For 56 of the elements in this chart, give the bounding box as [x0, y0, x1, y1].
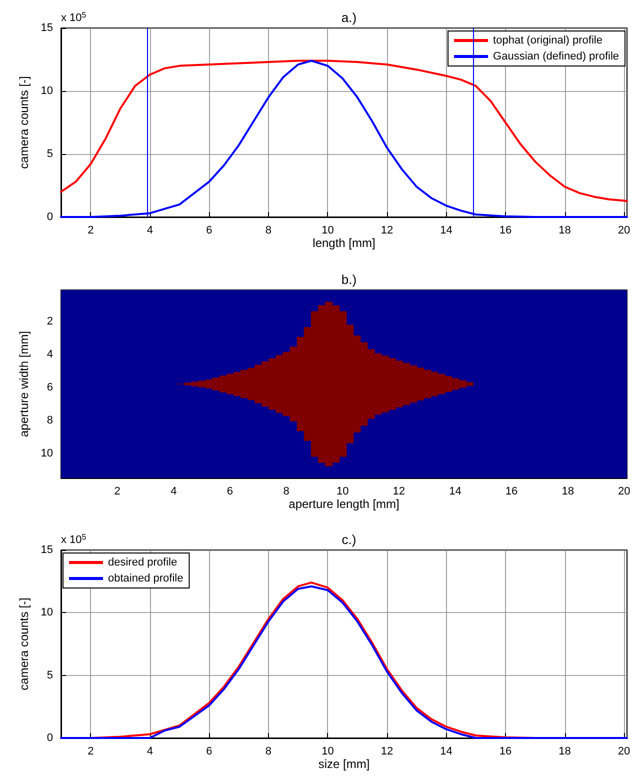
x-tick-label: 12 — [392, 486, 406, 498]
y-tick-label: 0 — [46, 211, 53, 223]
x-tick-label: 20 — [618, 746, 630, 758]
x-tick-label: 18 — [558, 746, 571, 758]
y-tick-label: 5 — [46, 148, 53, 160]
x-tick-label: 6 — [206, 224, 212, 236]
x-tick-label: 2 — [114, 486, 120, 498]
x-tick-label: 4 — [146, 746, 153, 758]
x-tick-label: 12 — [380, 746, 394, 758]
x-tick-label: 10 — [336, 486, 349, 498]
x-tick-label: 14 — [449, 486, 462, 498]
x-tick-label: 18 — [558, 224, 571, 236]
y-axis-title: aperture width [mm] — [16, 330, 31, 438]
x-tick-label: 8 — [265, 224, 272, 236]
legend-label: tophat (original) profile — [493, 34, 602, 46]
chart-title: b.) — [341, 272, 357, 287]
y-tick-label: 10 — [40, 447, 53, 460]
x-tick-label: 2 — [88, 224, 94, 236]
x-tick-label: 20 — [618, 224, 630, 236]
x-tick-label: 14 — [440, 746, 452, 758]
y-tick-label: 2 — [46, 315, 53, 328]
x-axis-title: size [mm] — [318, 757, 370, 771]
x-tick-label: 14 — [440, 224, 452, 236]
y-tick-label: 8 — [46, 414, 53, 426]
y-tick-label: 10 — [40, 606, 53, 619]
x-tick-label: 8 — [283, 486, 290, 498]
y-axis-title: camera counts [-] — [16, 76, 31, 169]
x-axis-title: length [mm] — [312, 236, 376, 250]
y-tick-label: 0 — [46, 732, 53, 744]
x-tick-label: 6 — [226, 486, 234, 498]
x-tick-label: 4 — [170, 486, 177, 498]
y-tick-label: 15 — [40, 22, 53, 34]
x-tick-label: 10 — [322, 224, 334, 236]
y-tick-label: 6 — [46, 381, 53, 394]
x-tick-label: 6 — [206, 746, 212, 758]
x-tick-label: 16 — [499, 746, 512, 758]
legend-label: Gaussian (defined) profile — [493, 50, 620, 62]
y-axis-title: camera counts [-] — [16, 598, 31, 690]
y-tick-label: 15 — [40, 544, 53, 556]
x-tick-label: 16 — [499, 224, 512, 236]
x-tick-label: 20 — [618, 486, 630, 498]
chart-title: c.) — [342, 532, 356, 547]
x-tick-label: 12 — [380, 224, 394, 236]
y-tick-label: 5 — [46, 669, 53, 682]
x-tick-label: 8 — [265, 746, 272, 758]
x-tick-label: 2 — [88, 746, 94, 758]
legend-label: obtained profile — [108, 572, 184, 584]
chart-title: a.) — [341, 10, 357, 25]
x-tick-label: 4 — [146, 224, 153, 236]
x-tick-label: 10 — [322, 746, 334, 758]
x-tick-label: 16 — [505, 486, 518, 498]
y-tick-label: 4 — [46, 348, 53, 360]
legend-label: desired profile — [108, 556, 178, 568]
y-tick-label: 10 — [40, 85, 53, 97]
x-axis-title: aperture length [mm] — [288, 497, 400, 511]
x-tick-label: 18 — [562, 486, 574, 498]
